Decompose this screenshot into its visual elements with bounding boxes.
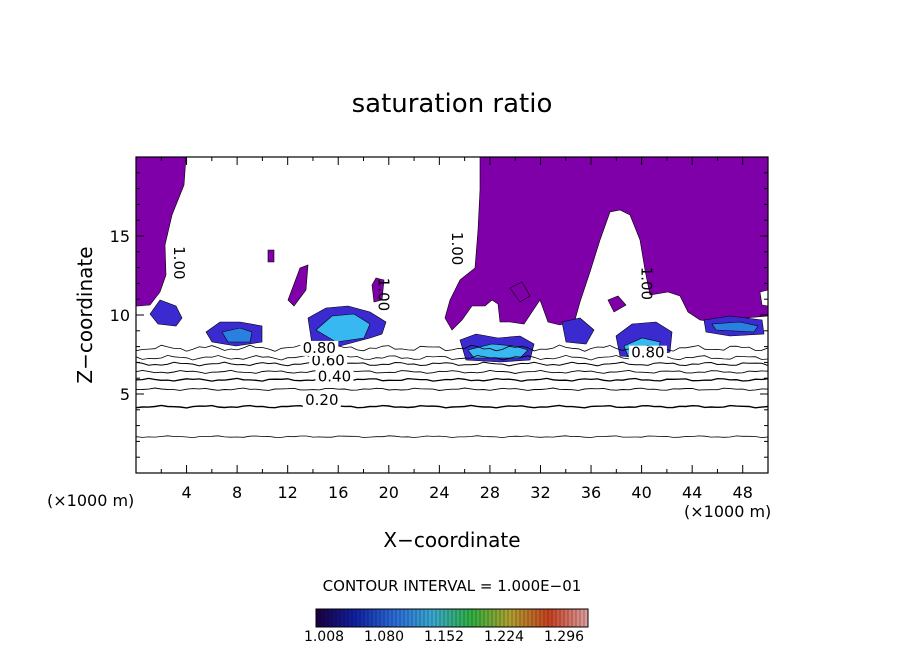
contour-line: [136, 435, 768, 439]
colorbar-labels: 1.008 1.080 1.152 1.224 1.296: [304, 629, 584, 645]
contour-label-bg: [628, 345, 667, 361]
x-tick-label: 4: [181, 483, 191, 502]
contour-line: [136, 354, 768, 361]
x-tick-label: 16: [328, 483, 348, 502]
contour-label-bg: [309, 353, 348, 369]
saturated-blob-2: [371, 277, 385, 303]
contour-line: [136, 344, 768, 352]
y-tick-label: 5: [120, 385, 130, 404]
x-tick-label: 20: [379, 483, 399, 502]
x-unit-label-right: (×1000 m): [684, 502, 771, 521]
colorbar-label: 1.224: [484, 629, 524, 645]
contour-label: 1.00: [448, 232, 466, 265]
contour-line: [136, 361, 768, 367]
shaded-cloud-4b: [467, 343, 529, 359]
contour-label-bg: [315, 369, 354, 385]
x-tick-label: 32: [530, 483, 550, 502]
x-tick-label: 48: [733, 483, 753, 502]
y-axis: 5 10 15: [110, 156, 768, 474]
colorbar-label: 1.152: [424, 629, 464, 645]
contour-line: [136, 387, 768, 391]
y-tick-label: 10: [110, 306, 130, 325]
contour-label: 0.80: [631, 344, 664, 362]
saturated-blob-1: [287, 264, 309, 307]
colorbar-label: 1.080: [364, 629, 404, 645]
contour-label-bg: [300, 340, 339, 356]
contour-labels: 0.200.400.600.80 0.801.001.001.001.00: [170, 232, 667, 409]
x-axis-label: X−coordinate: [383, 528, 520, 552]
shaded-cloud-7b: [711, 321, 759, 333]
colorbar-ticks: [315, 609, 589, 627]
contour-label-bg: [302, 393, 341, 409]
contour-line: [136, 377, 768, 382]
x-tick-label: 40: [631, 483, 651, 502]
saturated-region-right: [444, 157, 768, 331]
contour-label: 0.20: [305, 391, 338, 409]
contour-label: 1.00: [375, 278, 393, 311]
contour-line: [136, 369, 768, 374]
shaded-cloud-2b: [221, 327, 253, 343]
plot-area: [136, 157, 768, 439]
x-unit-label-left: (×1000 m): [47, 491, 134, 510]
x-tick-label: 12: [278, 483, 298, 502]
y-axis-label: Z−coordinate: [73, 246, 97, 383]
contour-lines: [136, 344, 768, 439]
shaded-cloud-1: [149, 299, 183, 327]
saturated-blob-3: [267, 249, 275, 263]
x-tick-label: 24: [429, 483, 449, 502]
saturated-blob-4: [509, 281, 531, 303]
chart-title: saturation ratio: [352, 89, 553, 119]
x-tick-label: 28: [480, 483, 500, 502]
contour-label: 0.60: [311, 352, 344, 370]
contour-label: 1.00: [170, 246, 188, 279]
contour-line: [136, 404, 768, 409]
contour-label: 1.00: [638, 267, 656, 300]
contour-label: 0.80: [303, 339, 336, 357]
saturated-blob-5: [607, 295, 627, 313]
x-tick-label: 8: [232, 483, 242, 502]
x-tick-label: 44: [682, 483, 702, 502]
contour-interval-text: CONTOUR INTERVAL = 1.000E−01: [323, 577, 582, 595]
x-tick-label: 36: [581, 483, 601, 502]
x-axis: 4 8 12 16 20 24 28 32 36 40 44 48: [135, 157, 769, 502]
shaded-cloud-5: [561, 317, 595, 345]
colorbar-label: 1.296: [544, 629, 584, 645]
contour-label: 0.40: [318, 367, 351, 385]
colorbar-label: 1.008: [304, 629, 344, 645]
saturated-region-left: [136, 157, 187, 307]
y-tick-label: 15: [110, 227, 130, 246]
